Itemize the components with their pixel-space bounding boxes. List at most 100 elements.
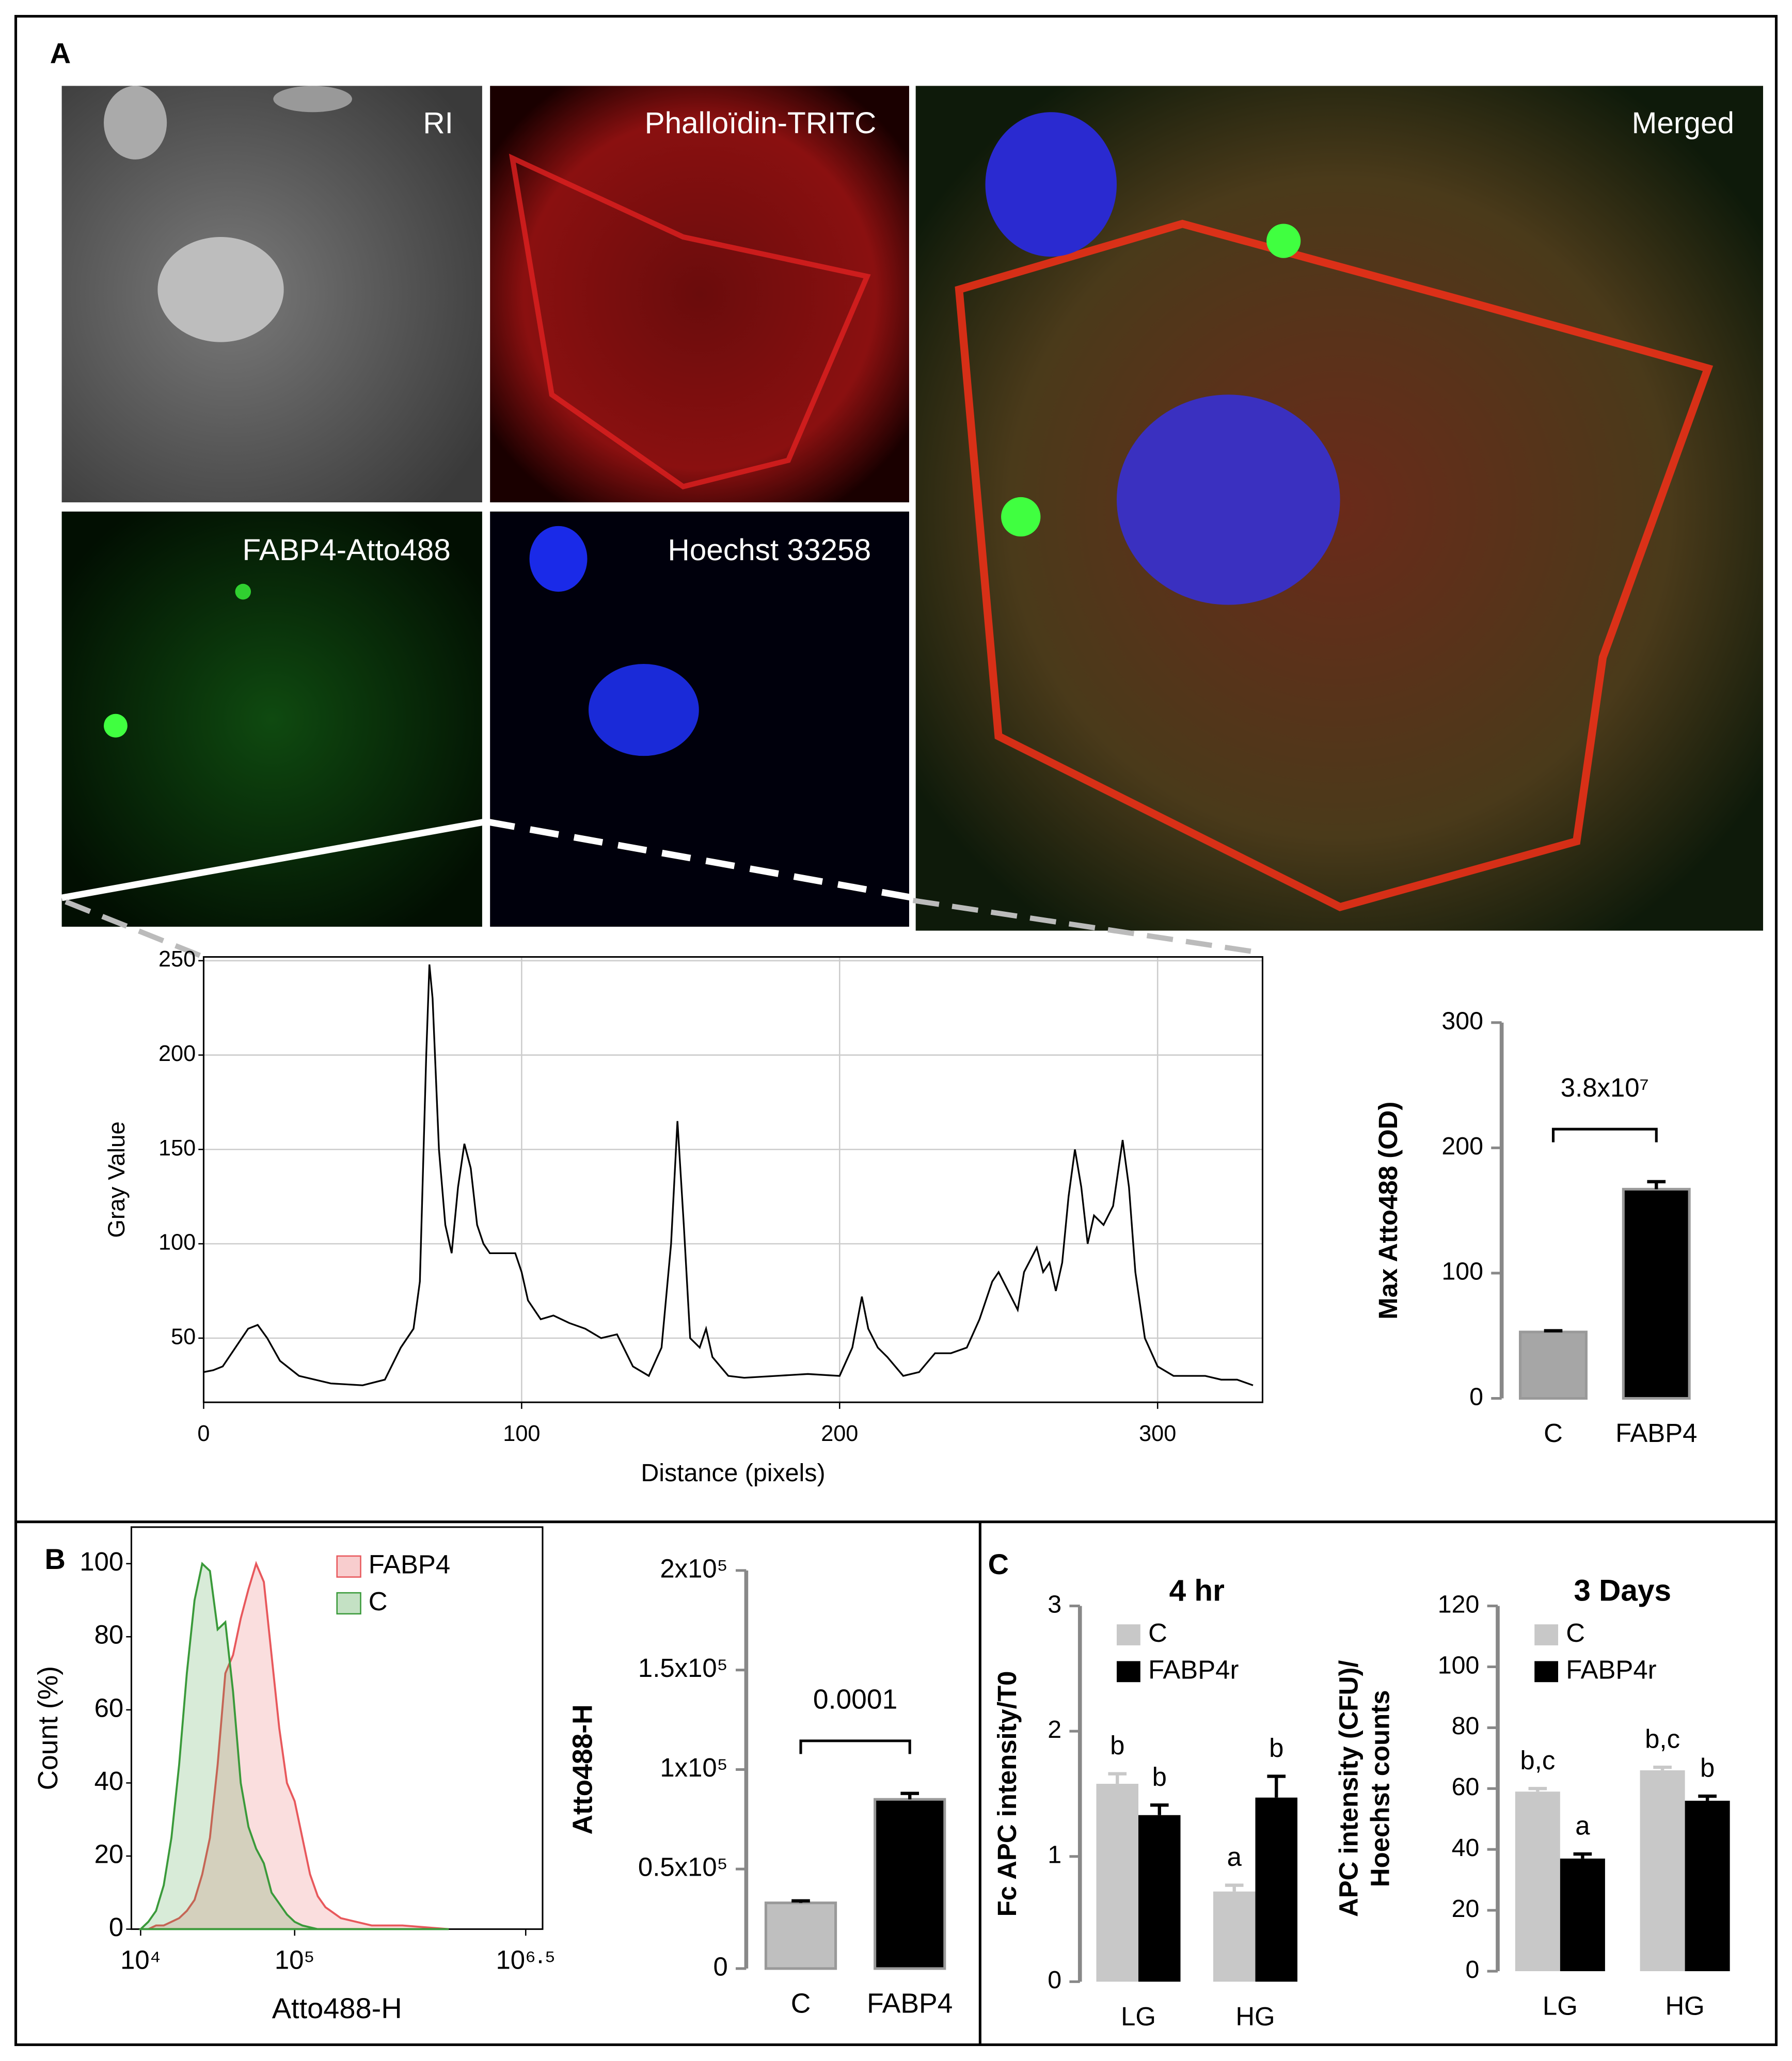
y-tick-label: 1x10⁵ xyxy=(660,1753,727,1782)
chart-title: 4 hr xyxy=(1169,1574,1225,1608)
y-tick-label: 40 xyxy=(94,1766,124,1796)
y-axis-label: APC intensity (CFU)/ xyxy=(1334,1660,1363,1917)
y-tick-label: 40 xyxy=(1452,1834,1480,1862)
y-tick-label: 0 xyxy=(1469,1383,1483,1410)
chart-title: 3 Days xyxy=(1574,1574,1671,1608)
x-tick-label: 10⁶·⁵ xyxy=(496,1945,556,1975)
significance-letter: b,c xyxy=(1520,1746,1555,1775)
panel-label: C xyxy=(988,1548,1009,1580)
x-tick-label: C xyxy=(1544,1418,1563,1448)
y-tick-label: 0 xyxy=(713,1952,727,1981)
y-tick-label: 60 xyxy=(94,1693,124,1722)
y-tick-label: 250 xyxy=(158,947,196,972)
y-tick-label: 80 xyxy=(94,1620,124,1650)
legend-swatch xyxy=(1534,1661,1559,1683)
bar xyxy=(1640,1770,1685,1972)
plot-frame xyxy=(202,956,1264,1403)
p-value: 0.0001 xyxy=(813,1685,897,1715)
significance-letter: b xyxy=(1152,1762,1167,1792)
x-tick-label: C xyxy=(791,1988,811,2019)
x-tick-label: 100 xyxy=(503,1421,540,1446)
y-tick-label: 100 xyxy=(1438,1651,1480,1679)
x-tick-label: FABP4 xyxy=(867,1988,953,2019)
image-fabp4 xyxy=(61,511,482,927)
histogram-area xyxy=(138,1561,449,1930)
y-tick-label: 20 xyxy=(94,1839,124,1868)
y-axis-label: Gray Value xyxy=(103,1121,130,1238)
image-label: Merged xyxy=(1632,106,1734,140)
y-tick-label: 0 xyxy=(1048,1966,1061,1994)
x-axis-label: Atto488-H xyxy=(272,1992,402,2024)
legend-swatch xyxy=(336,1592,361,1615)
significance-bracket xyxy=(799,1739,911,1754)
y-tick-label: 1 xyxy=(1048,1841,1061,1869)
y-tick-label: 60 xyxy=(1452,1773,1480,1801)
image-label: FABP4-Atto488 xyxy=(242,533,450,567)
x-tick-label: HG xyxy=(1235,2002,1275,2031)
x-tick-label: 0 xyxy=(197,1421,210,1446)
profile-line xyxy=(485,818,914,901)
significance-letter: b xyxy=(1110,1731,1124,1760)
bar xyxy=(874,1798,946,1970)
bar xyxy=(1515,1792,1560,1972)
x-tick-label: HG xyxy=(1665,1991,1704,2021)
legend-swatch xyxy=(336,1555,361,1578)
x-tick-label: LG xyxy=(1121,2002,1156,2031)
image-label: Hoechst 33258 xyxy=(668,533,871,567)
bar xyxy=(1622,1187,1691,1400)
bar xyxy=(1213,1891,1256,1982)
significance-bracket xyxy=(1551,1128,1658,1143)
y-axis-label: Count (%) xyxy=(33,1666,64,1790)
x-axis-label: Distance (pixels) xyxy=(641,1459,825,1487)
y-axis-label: Atto488-H xyxy=(568,1704,598,1834)
panel-label: A xyxy=(50,37,71,70)
bar xyxy=(1560,1858,1605,1972)
y-tick-label: 0 xyxy=(109,1912,123,1942)
bar xyxy=(1255,1797,1298,1982)
y-tick-label: 3 xyxy=(1048,1590,1061,1618)
y-tick-label: 100 xyxy=(158,1230,196,1255)
y-tick-label: 20 xyxy=(1452,1895,1480,1923)
zoom-line xyxy=(65,899,205,960)
x-tick-label: 300 xyxy=(1139,1421,1176,1446)
zoom-line xyxy=(912,898,1263,956)
figure-frame xyxy=(14,14,1778,2047)
y-tick-label: 100 xyxy=(80,1547,123,1576)
legend-label: C xyxy=(369,1587,388,1616)
y-tick-label: 1.5x10⁵ xyxy=(638,1653,728,1683)
y-tick-label: 2 xyxy=(1048,1716,1061,1743)
significance-letter: b,c xyxy=(1645,1724,1680,1754)
significance-letter: b xyxy=(1700,1753,1715,1783)
legend-swatch xyxy=(1534,1624,1559,1645)
bar xyxy=(1138,1815,1181,1982)
y-axis-label: Hoechst counts xyxy=(1365,1690,1394,1887)
profile-line xyxy=(203,964,1254,1386)
bar xyxy=(1519,1330,1588,1400)
y-tick-label: 50 xyxy=(171,1324,196,1349)
y-tick-label: 150 xyxy=(158,1136,196,1161)
y-tick-label: 0 xyxy=(1465,1956,1479,1984)
legend-swatch xyxy=(1117,1661,1140,1683)
x-tick-label: 10⁵ xyxy=(275,1945,315,1975)
legend-label: C xyxy=(1148,1618,1167,1647)
legend-label: C xyxy=(1566,1618,1585,1647)
image-ri xyxy=(61,86,482,503)
y-tick-label: 2x10⁵ xyxy=(660,1553,727,1583)
y-tick-label: 80 xyxy=(1452,1712,1480,1740)
image-merged xyxy=(915,86,1764,931)
bar xyxy=(764,1901,837,1970)
legend-swatch xyxy=(1117,1624,1140,1645)
legend-label: FABP4r xyxy=(1148,1655,1239,1684)
y-axis-label: Fc APC intensity/T0 xyxy=(992,1671,1022,1917)
legend-label: FABP4r xyxy=(1566,1655,1656,1684)
image-label: RI xyxy=(423,106,453,140)
y-tick-label: 120 xyxy=(1438,1590,1480,1618)
x-tick-label: LG xyxy=(1543,1991,1578,2021)
significance-letter: a xyxy=(1575,1811,1590,1841)
legend-label: FABP4 xyxy=(369,1550,450,1579)
y-tick-label: 0.5x10⁵ xyxy=(638,1852,728,1882)
image-label: Phalloïdin-TRITC xyxy=(645,106,877,140)
y-axis-label: Max Atto488 (OD) xyxy=(1373,1102,1403,1320)
significance-letter: b xyxy=(1269,1733,1283,1763)
